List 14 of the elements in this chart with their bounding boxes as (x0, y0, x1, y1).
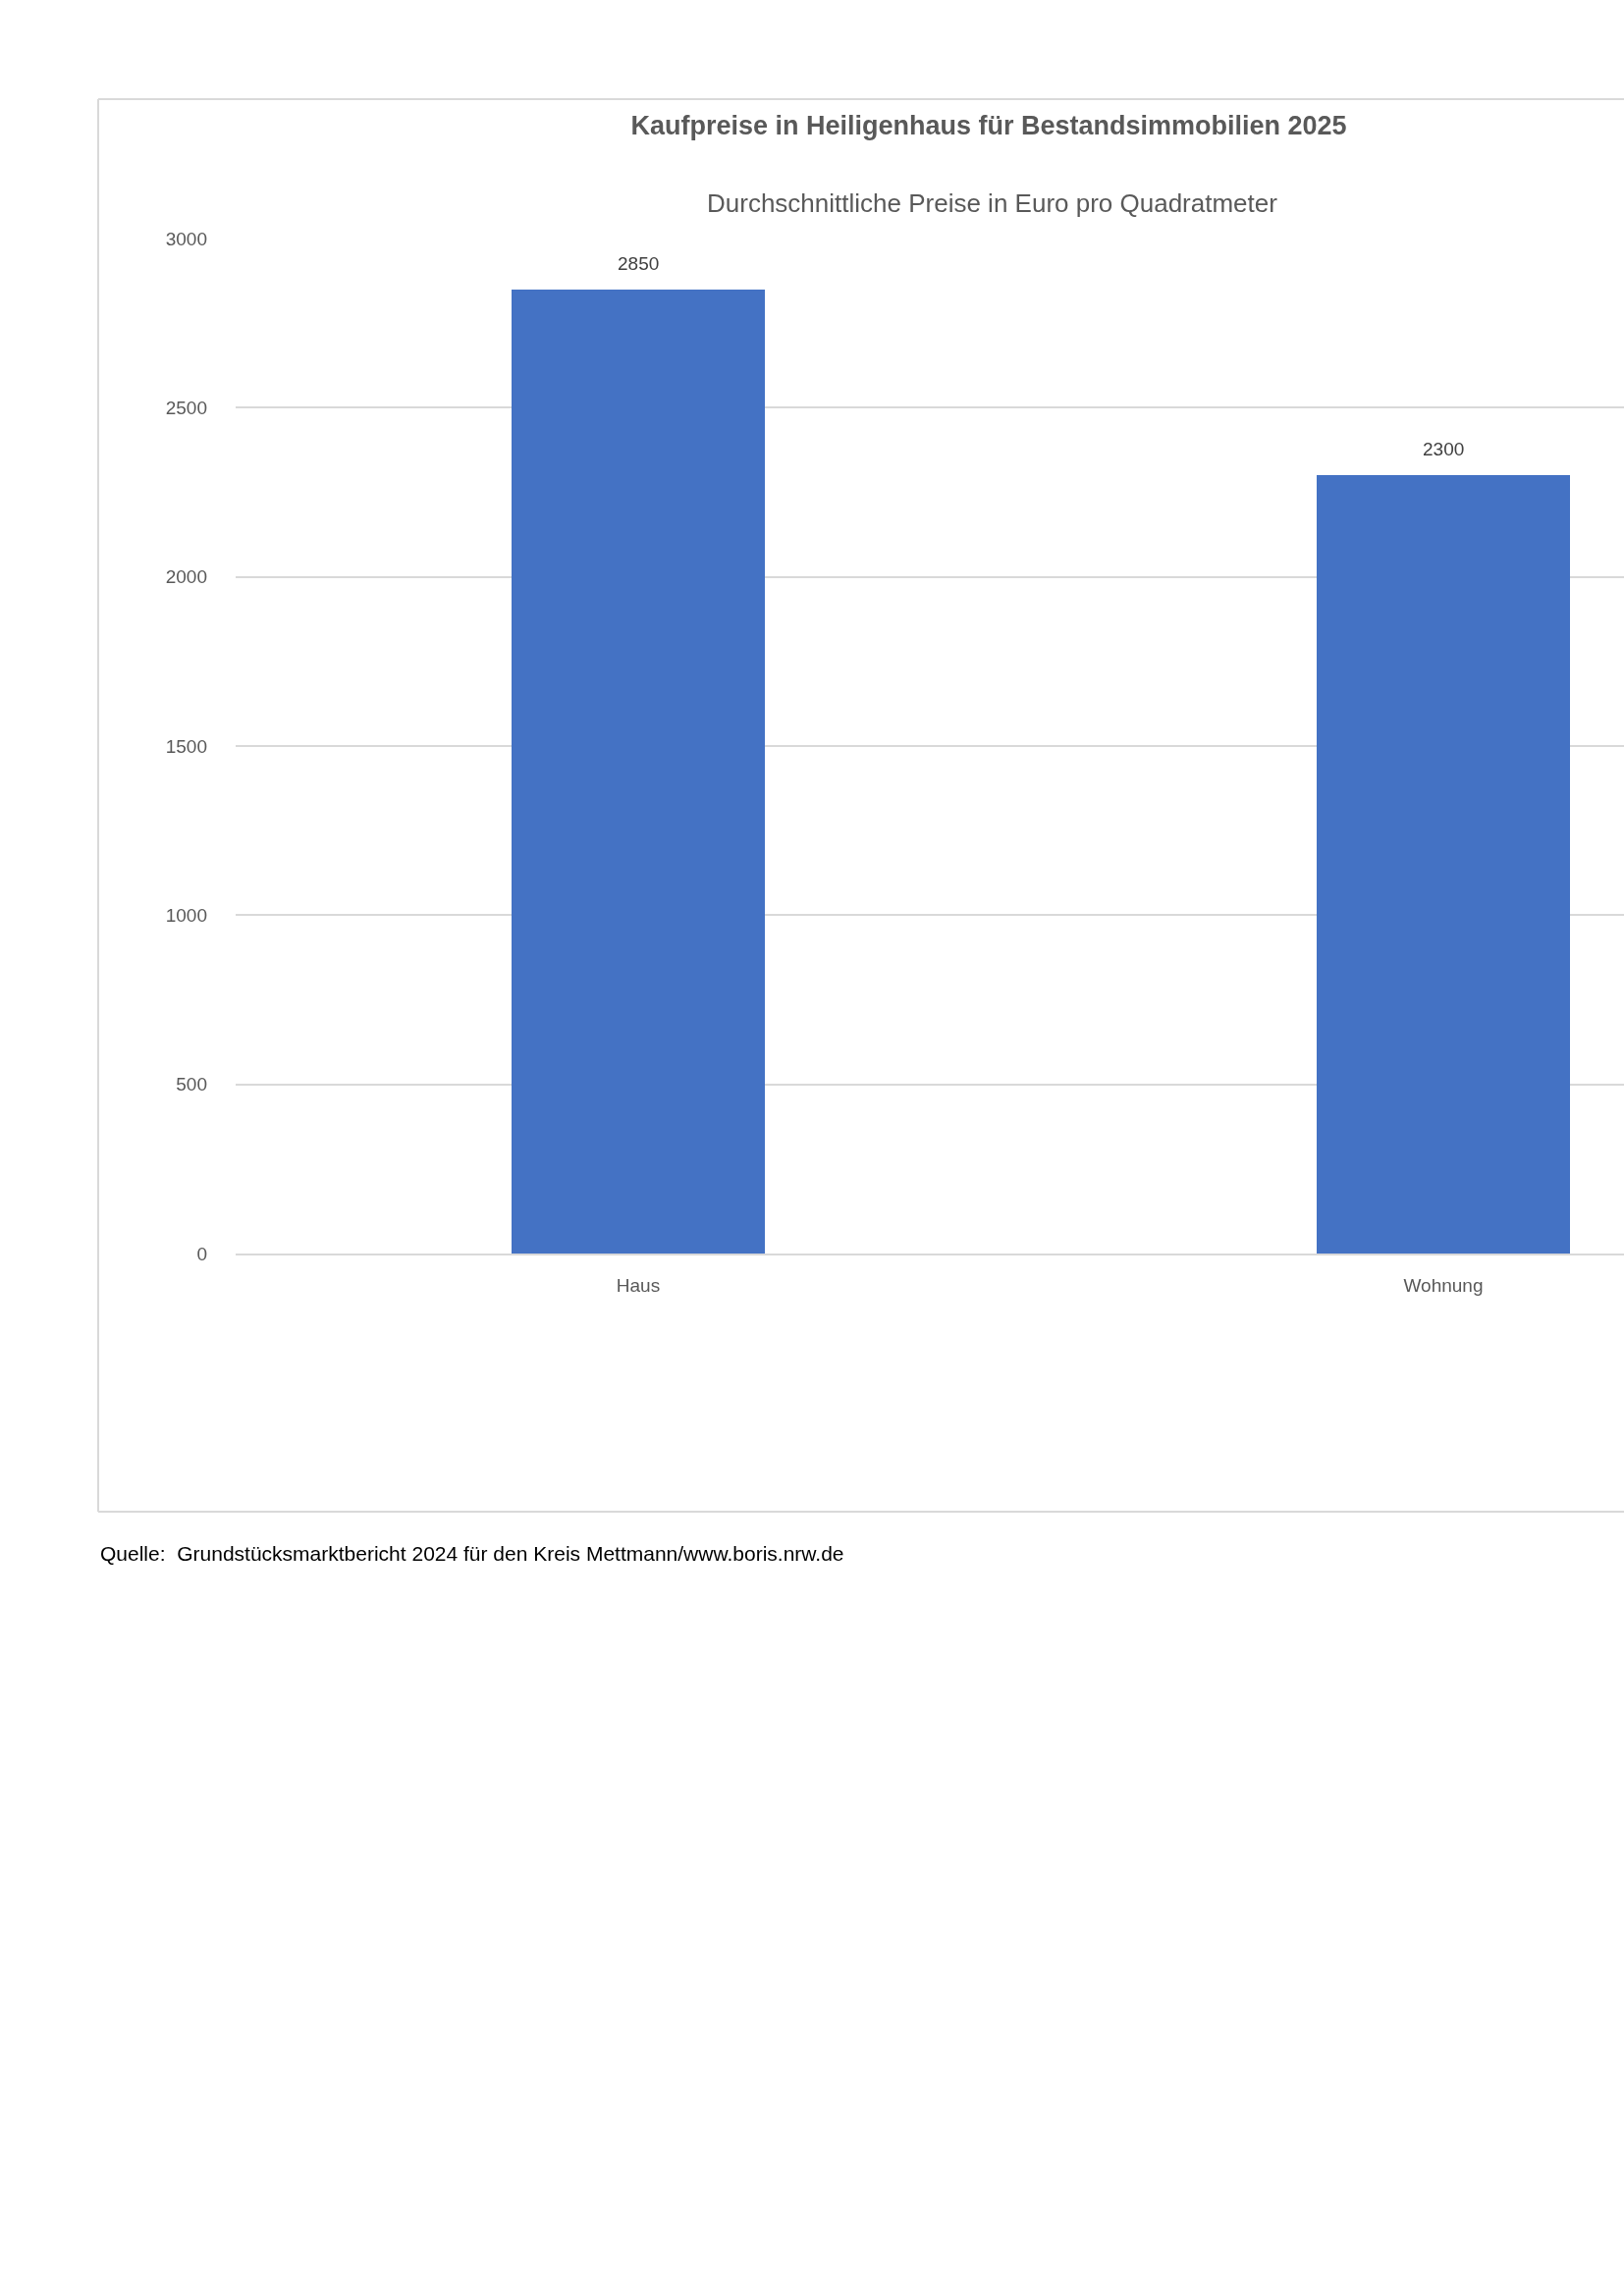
chart-subtitle: Durchschnittliche Preise in Euro pro Quadratmeter (707, 188, 1278, 218)
y-tick-label: 3000 (165, 228, 207, 249)
chart-title: Kaufpreise in Heiligenhaus für Bestandsimmobilien 2025 (630, 111, 1347, 141)
y-tick-label: 2000 (165, 566, 207, 588)
y-tick-label: 2500 (165, 397, 207, 418)
y-tick-label: 1000 (165, 904, 207, 926)
data-label: 2850 (618, 253, 660, 274)
y-tick-label: 500 (176, 1074, 207, 1095)
y-tick-label: 0 (196, 1243, 207, 1264)
data-label: 2300 (1423, 439, 1465, 459)
source-note: Quelle: Grundstücksmarktbericht 2024 für den Kreis Mettmann/www.boris.nrw.de (100, 1542, 844, 1565)
y-tick-label: 1500 (165, 735, 207, 757)
x-tick-label: Wohnung (1403, 1274, 1484, 1296)
x-tick-label: Haus (616, 1274, 661, 1296)
